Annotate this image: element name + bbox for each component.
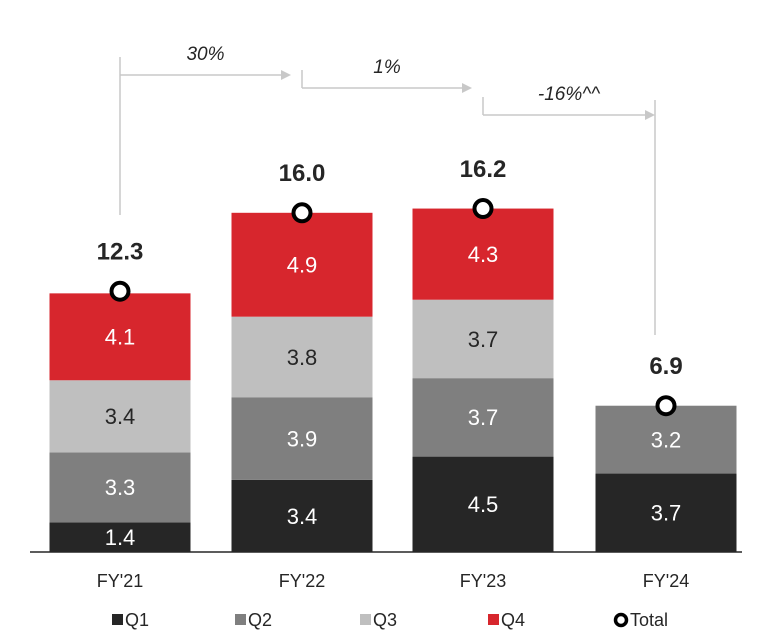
bar-segment [412, 456, 554, 552]
bar-segment [595, 473, 737, 552]
bar-segment [412, 208, 554, 300]
legend-label: Q1 [125, 610, 149, 630]
segment-label: 4.1 [105, 325, 136, 350]
x-tick-label: FY'21 [97, 571, 143, 591]
bar-segment [595, 405, 737, 474]
growth-label: 30% [186, 44, 224, 65]
segment-label: 3.7 [651, 501, 682, 526]
segment-label: 4.9 [287, 253, 318, 278]
bar-segment [231, 479, 373, 552]
bar-segment [412, 299, 554, 379]
legend-label: Q4 [501, 610, 525, 630]
legend-label: Q2 [248, 610, 272, 630]
arrow-head [645, 110, 655, 120]
legend-total-marker [613, 612, 629, 628]
legend-swatch [360, 614, 371, 625]
total-label: 16.2 [460, 156, 507, 183]
bar-segment [231, 212, 373, 317]
legend-swatch [112, 614, 123, 625]
segment-label: 4.5 [468, 492, 499, 517]
total-marker [291, 202, 313, 224]
segment-label: 3.8 [287, 345, 318, 370]
legend-swatch [488, 614, 499, 625]
segment-label: 4.3 [468, 242, 499, 267]
bar-segment [412, 378, 554, 457]
legend-label: Total [630, 610, 668, 630]
x-tick-label: FY'23 [460, 571, 506, 591]
growth-label: 1% [373, 57, 401, 78]
segment-label: 3.4 [287, 504, 318, 529]
growth-label: -16%^^ [538, 84, 601, 105]
total-marker [472, 198, 494, 220]
bar-segment [49, 452, 191, 523]
segment-label: 3.7 [468, 405, 499, 430]
segment-label: 3.3 [105, 475, 136, 500]
bar-segment [49, 522, 191, 552]
x-tick-label: FY'24 [643, 571, 689, 591]
segment-label: 3.2 [651, 427, 682, 452]
arrow-head [281, 70, 291, 80]
total-label: 12.3 [97, 239, 144, 266]
segment-label: 3.4 [105, 404, 136, 429]
bar-segment [49, 293, 191, 381]
bar-segment [231, 316, 373, 398]
total-marker [655, 395, 677, 417]
legend-label: Q3 [373, 610, 397, 630]
x-tick-label: FY'22 [279, 571, 325, 591]
segment-label: 3.9 [287, 426, 318, 451]
legend-swatch [235, 614, 246, 625]
total-marker [109, 280, 131, 302]
segment-label: 3.7 [468, 327, 499, 352]
total-label: 6.9 [649, 353, 682, 380]
bar-segment [231, 397, 373, 480]
bar-segment [49, 380, 191, 453]
segment-label: 1.4 [105, 525, 136, 550]
arrow-head [462, 83, 472, 93]
total-label: 16.0 [279, 160, 326, 187]
